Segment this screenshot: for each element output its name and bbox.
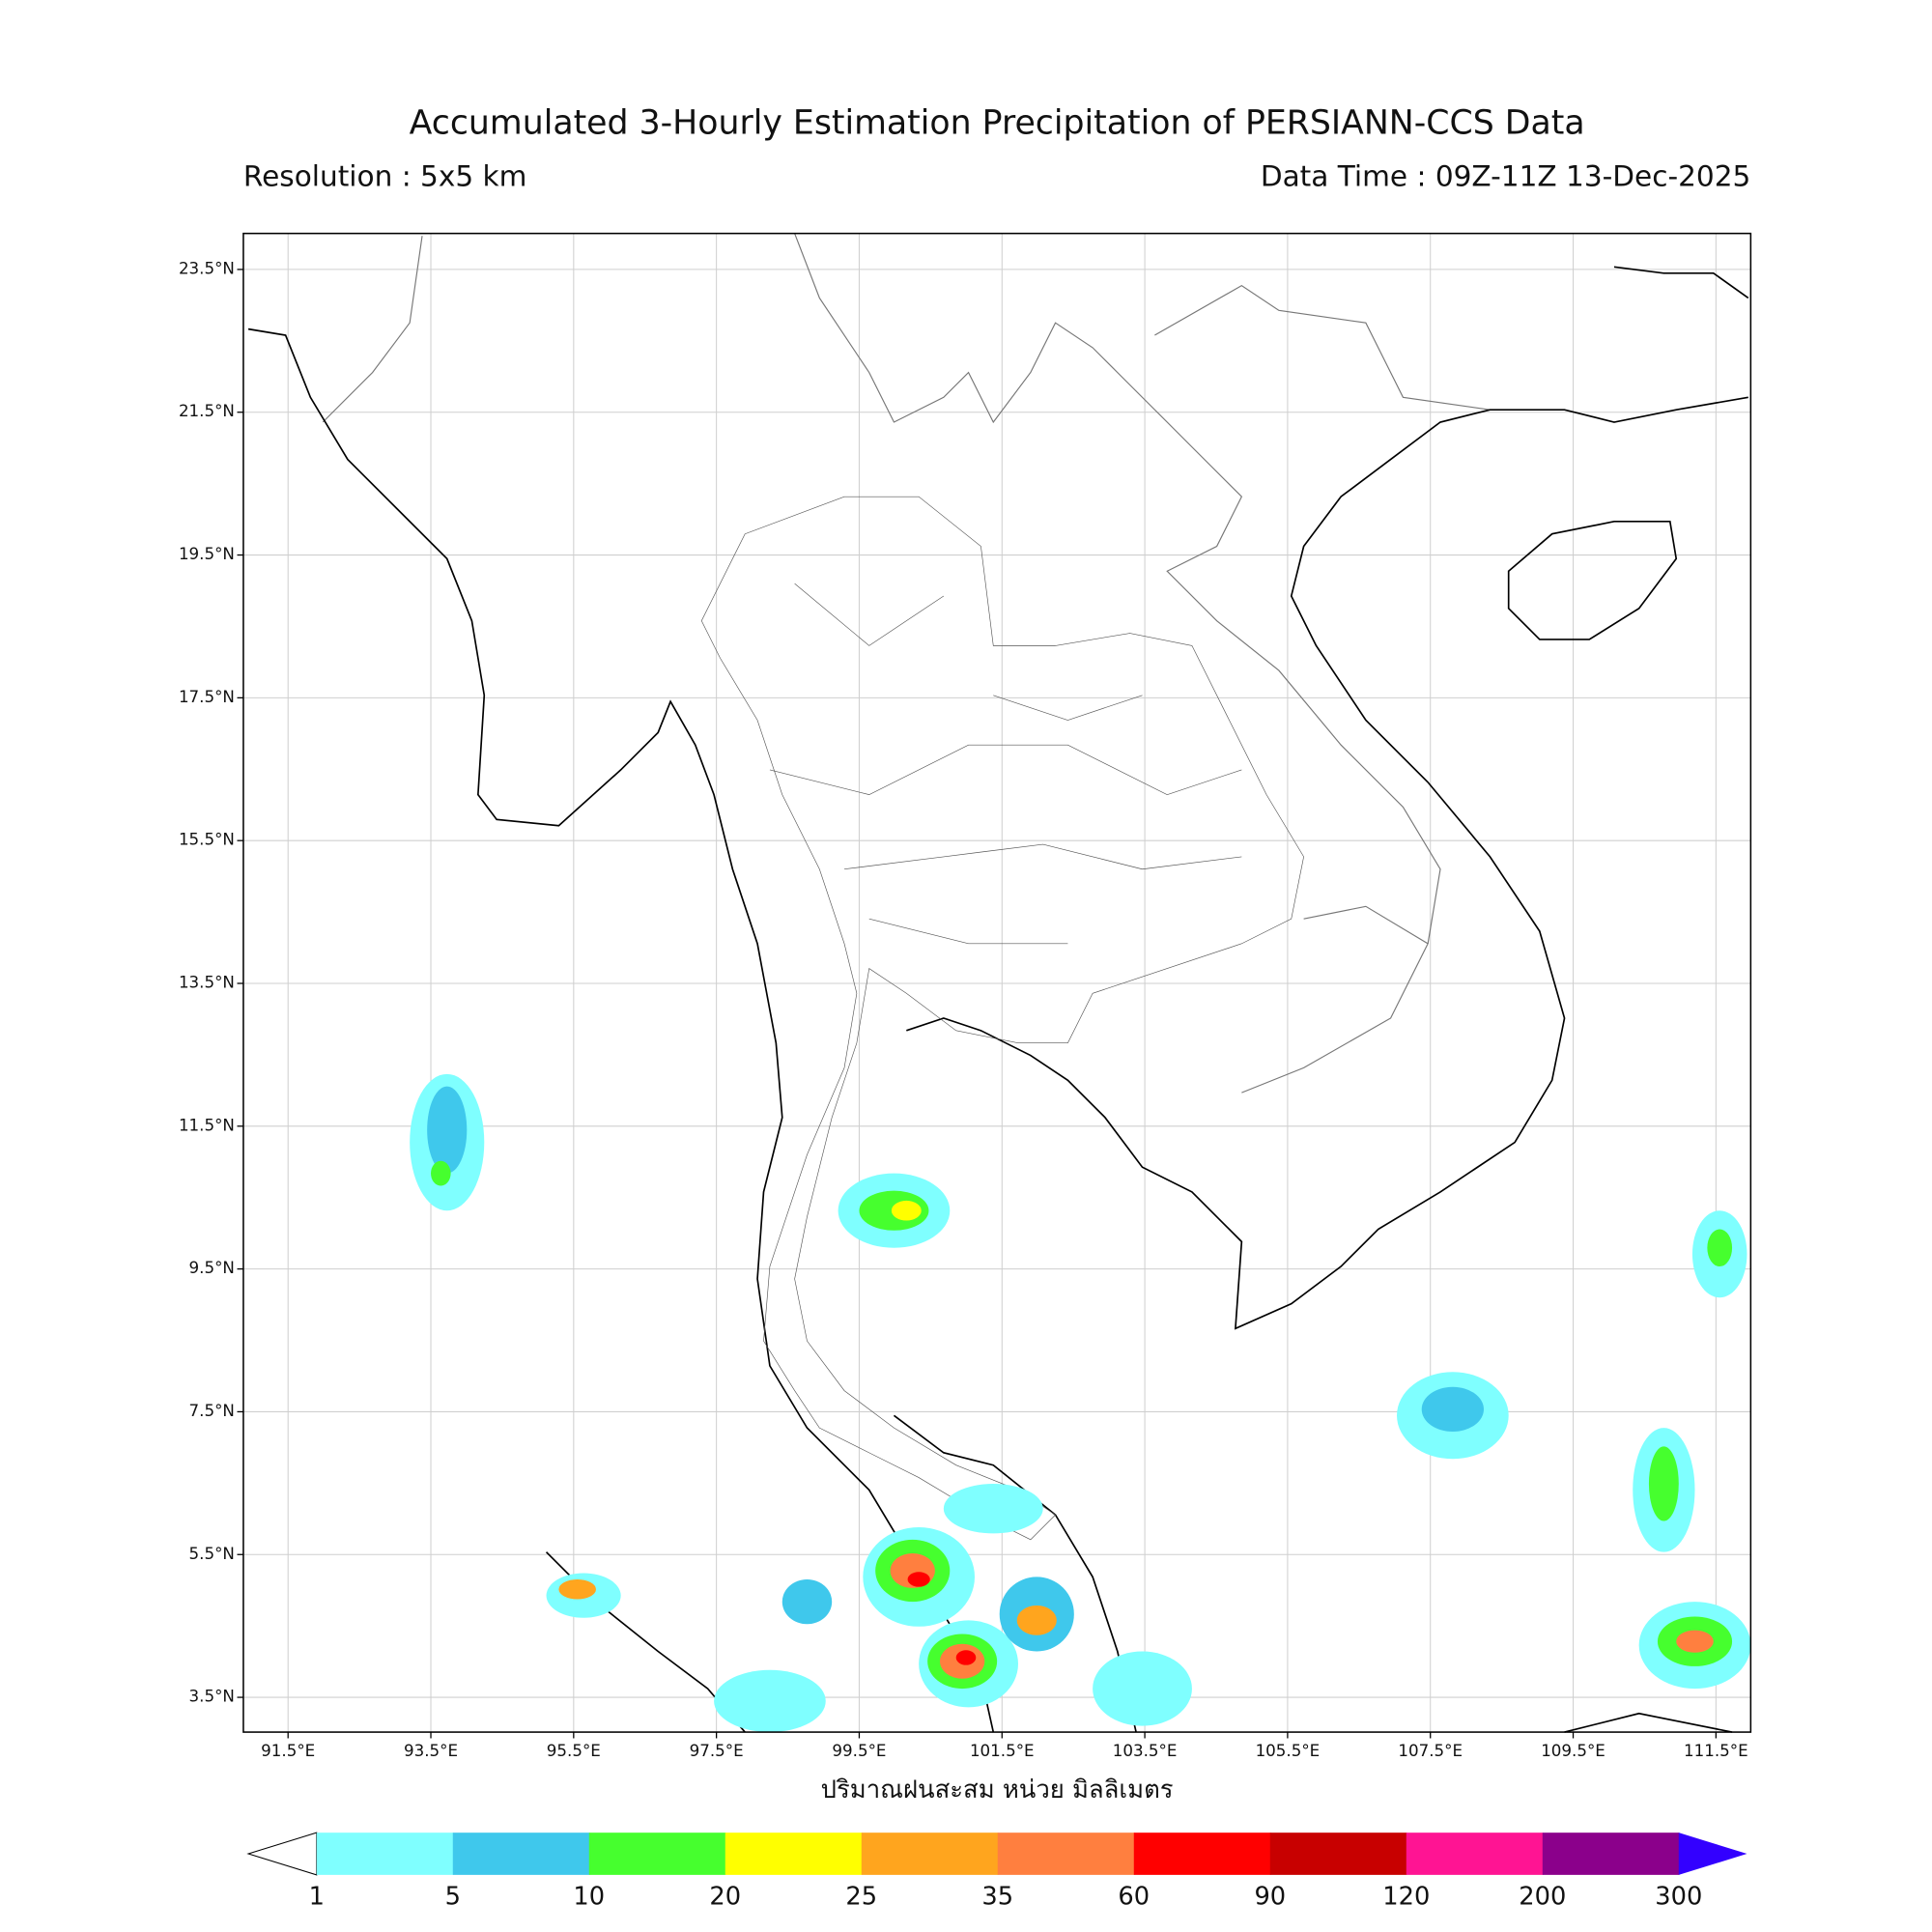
title: Accumulated 3-Hourly Estimation Precipit… — [410, 104, 1585, 143]
colorbar: 1 5 10 20 25 35 60 90 120 200 300 — [246, 1832, 1747, 1912]
lon-label: 91.5°E — [261, 1741, 315, 1760]
lon-label: 101.5°E — [970, 1741, 1035, 1760]
lon-label: 103.5°E — [1113, 1741, 1178, 1760]
map-features — [247, 233, 1751, 1733]
precipitation-areas — [410, 1073, 1751, 1733]
colorbar-segment — [1542, 1833, 1680, 1875]
lat-label: 15.5°N — [179, 830, 235, 849]
colorbar-label: 10 — [573, 1883, 605, 1912]
lon-label: 93.5°E — [404, 1741, 458, 1760]
lat-label: 3.5°N — [189, 1687, 235, 1706]
colorbar-label: 1 — [309, 1883, 325, 1912]
colorbar-label: 300 — [1655, 1883, 1702, 1912]
lat-label: 23.5°N — [179, 258, 235, 277]
lon-label: 109.5°E — [1541, 1741, 1605, 1760]
colorbar-segment — [861, 1833, 999, 1875]
colorbar-segment — [1269, 1833, 1407, 1875]
country-border — [794, 233, 1441, 944]
coastline — [1507, 521, 1678, 640]
province-lines — [769, 582, 1242, 945]
colorbar-label: 90 — [1254, 1883, 1286, 1912]
lon-label: 95.5°E — [547, 1741, 601, 1760]
colorbar-label: 20 — [709, 1883, 741, 1912]
lat-label: 13.5°N — [179, 972, 235, 991]
lat-label: 9.5°N — [189, 1258, 235, 1277]
colorbar-label: 5 — [445, 1883, 461, 1912]
lon-label: 97.5°E — [690, 1741, 744, 1760]
lon-label: 105.5°E — [1256, 1741, 1321, 1760]
country-border — [322, 236, 423, 423]
coastline — [1613, 266, 1749, 299]
colorbar-label: 25 — [845, 1883, 877, 1912]
data-time: Data Time : 09Z-11Z 13-Dec-2025 — [1261, 159, 1751, 192]
lat-label: 7.5°N — [189, 1401, 235, 1420]
lon-label: 111.5°E — [1684, 1741, 1748, 1760]
colorbar-segment — [452, 1833, 590, 1875]
coastline — [1564, 1712, 1733, 1733]
colorbar-segment — [316, 1833, 454, 1875]
country-border — [1154, 284, 1491, 411]
lon-labels: 91.5°E 93.5°E 95.5°E 97.5°E 99.5°E 101.5°E 103… — [261, 1732, 1748, 1760]
colorbar-label: 60 — [1118, 1883, 1150, 1912]
colorbar-segment — [1406, 1833, 1544, 1875]
lon-label: 107.5°E — [1398, 1741, 1463, 1760]
lat-label: 5.5°N — [189, 1544, 235, 1563]
colorbar-over — [1678, 1833, 1747, 1875]
lat-label: 11.5°N — [179, 1115, 235, 1134]
colorbar-segment — [588, 1833, 726, 1875]
lat-labels: 23.5°N 21.5°N 19.5°N 17.5°N 15.5°N 13.5°N 11.5… — [179, 258, 243, 1706]
colorbar-segment — [724, 1833, 863, 1875]
colorbar-segment — [997, 1833, 1135, 1875]
lat-label: 19.5°N — [179, 544, 235, 563]
x-axis-label: ปริมาณฝนสะสม หน่วย มิลลิเมตร — [821, 1776, 1174, 1804]
coastline — [906, 396, 1748, 1330]
colorbar-segment — [1133, 1833, 1271, 1875]
coastline — [247, 327, 995, 1733]
lon-label: 99.5°E — [832, 1741, 886, 1760]
country-border — [1241, 905, 1429, 1094]
lat-label: 21.5°N — [179, 401, 235, 420]
colorbar-label: 200 — [1519, 1883, 1566, 1912]
colorbar-label: 120 — [1382, 1883, 1430, 1912]
resolution: Resolution : 5x5 km — [243, 159, 526, 192]
lat-label: 17.5°N — [179, 687, 235, 706]
thailand-outline — [700, 496, 1304, 1541]
colorbar-label: 35 — [981, 1883, 1013, 1912]
